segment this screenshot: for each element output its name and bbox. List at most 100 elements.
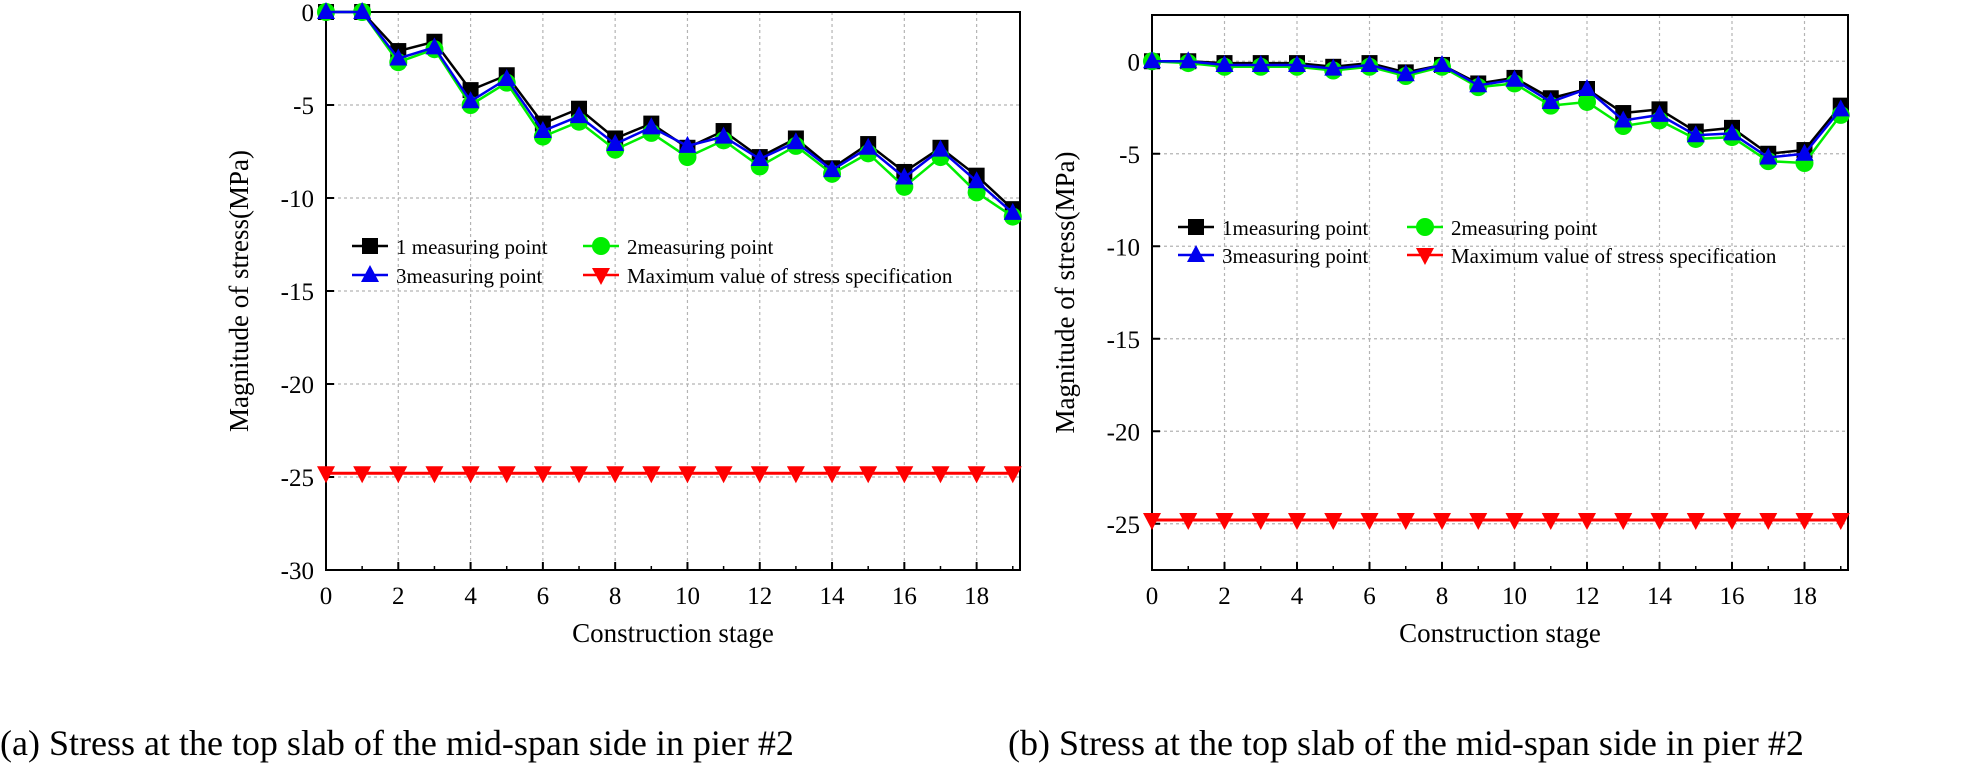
data-point <box>1578 92 1596 111</box>
y-tick-label: 0 <box>302 0 315 27</box>
data-point <box>1251 513 1270 531</box>
data-point <box>570 466 589 484</box>
data-point <box>642 117 661 135</box>
data-point <box>678 135 697 153</box>
x-tick-label: 16 <box>892 583 917 610</box>
legend-item: 1measuring point <box>1178 216 1369 240</box>
data-point <box>1003 202 1022 220</box>
legend-marker <box>362 238 378 254</box>
data-point <box>1433 54 1451 72</box>
data-point <box>895 466 914 484</box>
data-point <box>570 106 589 124</box>
data-point <box>786 132 805 150</box>
y-tick-label: 0 <box>1128 49 1141 76</box>
x-tick-label: 10 <box>675 583 700 610</box>
data-point <box>714 126 733 144</box>
data-point <box>1759 513 1778 531</box>
x-tick-label: 2 <box>1218 583 1231 610</box>
legend-marker <box>1188 219 1204 235</box>
data-point <box>1505 69 1524 87</box>
plot-frame <box>1151 14 1849 571</box>
data-point <box>1396 513 1415 531</box>
legend-label: 3measuring point <box>396 264 543 288</box>
data-point <box>1288 54 1306 72</box>
x-tick-label: 8 <box>609 583 622 610</box>
data-point <box>1251 54 1270 72</box>
series-1 <box>318 4 1021 218</box>
x-tick-label: 4 <box>1291 583 1304 610</box>
legend-label: 2measuring point <box>627 235 774 259</box>
data-point <box>1360 513 1379 531</box>
x-tick-label: 14 <box>1647 583 1673 610</box>
legend-b: 1measuring point 2measuring point 3measuri… <box>1178 216 1777 268</box>
data-point <box>1324 513 1343 531</box>
data-point <box>1433 513 1451 531</box>
series-3 <box>1143 51 1850 165</box>
x-tick-label: 0 <box>320 583 333 610</box>
x-tick-label: 0 <box>1146 583 1159 610</box>
data-point <box>931 139 950 157</box>
data-point <box>1795 143 1814 161</box>
data-point <box>1179 51 1198 69</box>
x-tick-label: 6 <box>1363 583 1376 610</box>
data-point <box>967 466 986 484</box>
data-point <box>425 466 444 484</box>
legend-item: 1 measuring point <box>352 235 548 259</box>
data-point <box>1003 466 1022 484</box>
x-tick-label: 6 <box>537 583 550 610</box>
legend-marker <box>592 268 610 285</box>
y-tick-label: -20 <box>1107 419 1140 446</box>
legend-item: 3measuring point <box>1178 244 1369 268</box>
legend-label: Maximum value of stress specification <box>1451 244 1777 268</box>
data-point <box>389 48 408 66</box>
x-tick-label: 18 <box>1792 583 1817 610</box>
data-point <box>750 466 769 484</box>
x-tick-label: 12 <box>1575 583 1600 610</box>
data-point <box>317 2 335 19</box>
y-axis-title: Magnitude of stress(MPa) <box>224 150 254 432</box>
series-2 <box>317 3 1022 226</box>
data-point <box>1759 147 1778 165</box>
data-point <box>1143 51 1161 69</box>
data-point <box>1324 58 1343 76</box>
data-point <box>606 466 625 484</box>
data-point <box>1578 79 1596 96</box>
data-point <box>1541 513 1560 531</box>
data-point <box>1650 513 1669 531</box>
data-point <box>1686 125 1705 143</box>
data-point <box>1723 123 1741 141</box>
data-point <box>642 466 661 484</box>
legend-marker <box>1416 248 1434 265</box>
y-tick-label: -10 <box>281 186 314 213</box>
data-point <box>859 137 878 155</box>
data-point <box>823 160 842 178</box>
legend-label: Maximum value of stress specification <box>627 264 953 288</box>
data-point <box>353 466 372 484</box>
y-tick-label: -30 <box>281 558 314 585</box>
data-point <box>317 466 335 484</box>
data-point <box>1831 99 1850 117</box>
x-tick-label: 14 <box>820 583 846 610</box>
legend-item: 3measuring point <box>352 264 543 288</box>
data-point <box>1541 91 1560 109</box>
series-3 <box>317 2 1022 220</box>
data-point <box>1215 513 1234 531</box>
y-tick-label: -20 <box>281 372 314 399</box>
data-point <box>967 171 986 189</box>
data-point <box>678 466 697 484</box>
data-point <box>425 37 444 55</box>
legend-marker <box>1416 218 1434 236</box>
data-point <box>461 91 480 109</box>
legend-item: 2measuring point <box>583 235 774 259</box>
data-point <box>606 134 625 152</box>
x-tick-label: 8 <box>1436 583 1449 610</box>
data-point <box>389 466 408 484</box>
data-point <box>1179 513 1198 531</box>
series-4 <box>1143 513 1850 531</box>
legend-label: 1measuring point <box>1222 216 1369 240</box>
data-point <box>1469 513 1488 531</box>
series-line <box>1151 60 1842 165</box>
data-point <box>714 466 733 484</box>
legend-item: 2measuring point <box>1407 216 1598 240</box>
